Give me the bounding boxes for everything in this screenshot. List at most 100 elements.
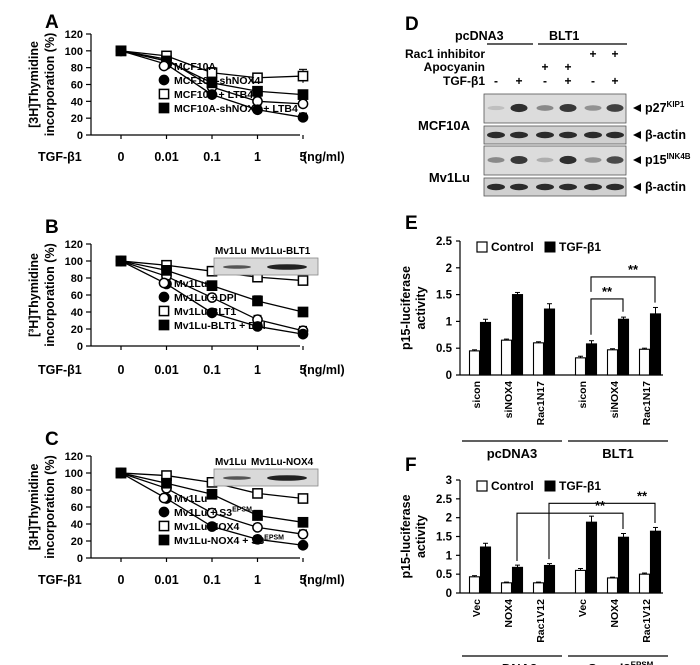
legend-label: Mv1Lu-BLT1 + DPI [174, 320, 266, 332]
data-point [115, 467, 127, 479]
bar-tgf [543, 308, 556, 376]
x-tick-label: 0 [118, 363, 125, 377]
bar-control [500, 582, 513, 594]
bar-group [638, 526, 662, 594]
blot-mv1lu: Mv1Lu p15INK4B β-actin [429, 145, 691, 197]
significance-bracket: ** [590, 262, 656, 303]
data-point [252, 104, 263, 116]
bar-group [500, 291, 524, 376]
legend-marker [158, 102, 170, 114]
legend-marker [158, 492, 170, 504]
blot-band [606, 183, 624, 191]
group-label: BLT1 [602, 446, 634, 461]
arrow-icon [633, 156, 641, 164]
category-label: Rac1V12 [535, 599, 547, 643]
category-label: NOX4 [503, 599, 515, 628]
bar-control [532, 342, 545, 376]
group-label: pcDNA3 [455, 29, 504, 43]
data-point [206, 67, 218, 79]
bar-group [638, 306, 662, 376]
bar-group [468, 318, 492, 376]
y-tick-label: 60 [71, 80, 83, 92]
blot-band [584, 183, 602, 191]
data-point [297, 516, 309, 528]
blot-band [559, 183, 577, 191]
bar-group [606, 316, 630, 376]
cell-line-label: MCF10A [418, 118, 471, 133]
lane-sign: + [589, 47, 596, 61]
bar-tgf [649, 313, 662, 376]
bar-tgf [511, 294, 524, 376]
y-tick-label: 40 [71, 96, 83, 108]
significance-bracket: ** [548, 488, 656, 560]
data-point [252, 488, 263, 499]
blot-band [584, 157, 602, 163]
data-point [297, 111, 309, 123]
x-tick-label: 0.1 [203, 363, 220, 377]
bar-group [574, 340, 598, 376]
blot-band [223, 476, 251, 480]
significance-bracket: ** [516, 498, 624, 561]
bracket-line [516, 512, 624, 561]
blot-band [559, 131, 577, 139]
group-label: Smad3EPSM [588, 661, 654, 665]
bar-tgf [649, 530, 662, 594]
y-tick-label: 0 [446, 370, 452, 382]
bar-group [468, 542, 492, 594]
y-axis-label: incorporation (%) [43, 33, 57, 136]
x-tick-label: 5 [300, 573, 307, 587]
y-tick-label: 0 [77, 130, 83, 142]
blot-band [487, 105, 505, 111]
data-point [252, 321, 263, 332]
blot-band [606, 131, 624, 139]
inset-blot: Mv1Lu Mv1Lu-BLT1 [213, 246, 319, 276]
loading-label: β-actin [645, 180, 686, 194]
group-label: pcDNA3 [487, 446, 538, 461]
x-tick-label: 1 [254, 150, 261, 164]
bar-group [606, 532, 630, 594]
y-tick-label: 80 [71, 273, 83, 285]
target-label: p15INK4B [645, 152, 691, 167]
inset-blot: Mv1Lu Mv1Lu-NOX4 [213, 457, 319, 487]
blot-band [223, 265, 251, 269]
data-point [252, 533, 263, 545]
bar-tgf [617, 536, 630, 594]
inset-label: Mv1Lu-NOX4 [251, 457, 314, 468]
bar-group [500, 564, 524, 594]
bar-control [532, 582, 545, 594]
y-tick-label: 80 [71, 63, 83, 75]
data-point [115, 45, 127, 57]
y-tick-label: 2.5 [436, 494, 453, 506]
data-point [206, 507, 218, 519]
legend-swatch-control [476, 480, 488, 492]
data-point [252, 510, 263, 521]
x-tick-label: 1 [254, 573, 261, 587]
legend: MCF10A MCF10A-shNOX4 MCF10A + LTB4 MCF10A-s… [158, 60, 298, 115]
blot-band [606, 104, 624, 112]
x-tick-label: 0 [118, 150, 125, 164]
y-axis-label: activity [414, 286, 428, 329]
category-label: sicon [471, 381, 483, 408]
legend-label: MCF10A-shNOX4 + LTB4 [174, 103, 298, 115]
blot-band [584, 131, 602, 139]
legend-marker [158, 305, 170, 317]
legend-label: Mv1Lu-NOX4 [174, 521, 240, 533]
data-point [297, 328, 309, 340]
series-mv1lu-nox4-s3 [115, 467, 309, 528]
blot-band [487, 157, 505, 163]
data-point [297, 70, 309, 82]
significance-mark: ** [602, 284, 613, 299]
panel-letter: F [405, 455, 417, 476]
y-tick-label: 60 [71, 290, 83, 302]
bar-control [574, 569, 587, 594]
y-tick-label: 40 [71, 519, 83, 531]
cell-line-label: Mv1Lu [429, 170, 470, 185]
legend-label: Control [491, 479, 534, 493]
y-axis-label: [3H]Thymidine [27, 41, 41, 128]
data-point [297, 89, 309, 100]
data-point [297, 493, 309, 504]
x-tick-label: 0.1 [203, 150, 220, 164]
data-point [252, 295, 263, 307]
bar-tgf [585, 521, 598, 594]
